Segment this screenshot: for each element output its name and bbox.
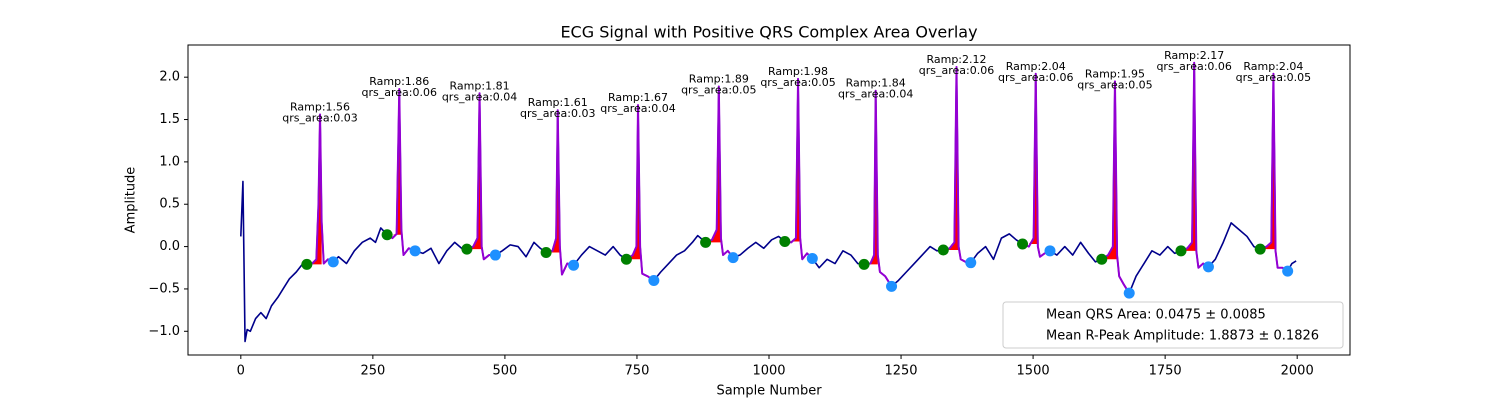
x-tick-label: 1500 — [1017, 364, 1050, 379]
offset-marker — [1123, 287, 1135, 299]
offset-marker — [409, 245, 421, 257]
onset-marker — [381, 229, 393, 241]
y-tick-label: 0.0 — [159, 239, 180, 254]
onset-marker — [1175, 245, 1187, 257]
onset-marker — [461, 243, 473, 255]
peak-annotation: qrs_area:0.05 — [681, 84, 756, 97]
peak-annotation: qrs_area:0.04 — [442, 90, 517, 103]
peak-annotation: Ramp:1.84 — [846, 77, 906, 90]
onset-marker — [700, 236, 712, 248]
y-tick-label: −1.0 — [148, 324, 180, 339]
offset-marker — [568, 259, 580, 271]
peak-annotation: qrs_area:0.06 — [998, 71, 1073, 84]
peak-annotation: Ramp:2.04 — [1243, 60, 1303, 73]
legend-entry: Mean R-Peak Amplitude: 1.8873 ± 0.1826 — [1046, 329, 1319, 344]
peak-annotation: Ramp:1.98 — [768, 65, 828, 78]
peak-annotation: Ramp:2.12 — [926, 53, 986, 66]
offset-marker — [727, 252, 739, 264]
peak-annotation: qrs_area:0.03 — [520, 107, 595, 120]
peak-annotation: Ramp:1.61 — [528, 96, 588, 109]
offset-marker — [648, 274, 660, 286]
peak-annotation: qrs_area:0.06 — [919, 64, 994, 77]
peak-annotation: Ramp:1.56 — [290, 100, 350, 113]
offset-marker — [1282, 265, 1294, 277]
onset-marker — [937, 244, 949, 256]
y-tick-label: 1.0 — [159, 154, 180, 169]
peak-annotation: Ramp:2.04 — [1006, 60, 1066, 73]
peak-annotation: qrs_area:0.05 — [1077, 78, 1152, 91]
legend-box — [1002, 301, 1344, 349]
peak-annotation: qrs_area:0.05 — [1236, 71, 1311, 84]
onset-marker — [1096, 253, 1108, 265]
peak-annotation: Ramp:1.81 — [450, 79, 510, 92]
qrs-segment — [1101, 80, 1131, 294]
onset-marker — [301, 258, 313, 270]
onset-marker — [1017, 238, 1029, 250]
axes-frame — [187, 44, 1351, 356]
x-axis-label: Sample Number — [716, 384, 822, 399]
offset-marker — [1202, 261, 1214, 273]
offset-marker — [965, 257, 977, 269]
qrs-segment — [306, 113, 334, 266]
peak-annotation: qrs_area:0.04 — [838, 88, 913, 101]
peak-annotation: Ramp:1.95 — [1085, 67, 1145, 80]
x-tick-label: 1750 — [1149, 364, 1182, 379]
x-tick-label: 1000 — [752, 364, 785, 379]
offset-marker — [886, 280, 898, 292]
qrs-segment — [1022, 72, 1051, 258]
qrs-segment — [863, 89, 893, 287]
y-tick-label: 2.0 — [159, 70, 180, 85]
qrs-segment — [545, 109, 574, 276]
onset-marker — [779, 236, 791, 248]
onset-marker — [620, 253, 632, 265]
peak-annotation: Ramp:2.17 — [1164, 49, 1224, 62]
peak-annotation: Ramp:1.89 — [689, 73, 749, 86]
offset-marker — [327, 256, 339, 268]
offset-marker — [1044, 245, 1056, 257]
x-tick-label: 0 — [237, 364, 245, 379]
onset-marker — [858, 258, 870, 270]
qrs-segment — [1180, 61, 1209, 269]
qrs-segment — [386, 88, 416, 257]
offset-marker — [489, 249, 501, 261]
x-tick-label: 500 — [492, 364, 517, 379]
qrs-segment — [1259, 72, 1289, 272]
onset-marker — [1254, 243, 1266, 255]
peak-annotation: qrs_area:0.06 — [362, 86, 437, 99]
x-tick-label: 1250 — [884, 364, 917, 379]
x-tick-label: 2000 — [1281, 364, 1314, 379]
y-axis-label: Amplitude — [124, 167, 139, 234]
y-tick-label: 1.5 — [159, 112, 180, 127]
peak-annotation: qrs_area:0.05 — [760, 76, 835, 89]
peak-annotation: Ramp:1.67 — [608, 91, 668, 104]
y-tick-label: 0.5 — [159, 197, 180, 212]
peak-annotation: Ramp:1.86 — [369, 75, 429, 88]
y-tick-label: −0.5 — [148, 281, 180, 296]
x-tick-label: 750 — [625, 364, 650, 379]
qrs-segment — [466, 92, 496, 261]
qrs-segment — [625, 104, 655, 282]
peak-annotation: qrs_area:0.04 — [600, 102, 675, 115]
offset-marker — [806, 252, 818, 264]
qrs-segment — [705, 85, 734, 259]
onset-marker — [540, 247, 552, 259]
x-tick-label: 250 — [360, 364, 385, 379]
legend-entry: Mean QRS Area: 0.0475 ± 0.0085 — [1046, 308, 1266, 323]
peak-annotation: qrs_area:0.06 — [1156, 60, 1231, 73]
chart-title: ECG Signal with Positive QRS Complex Are… — [560, 23, 977, 42]
qrs-segment — [784, 77, 814, 261]
qrs-segment — [943, 66, 971, 264]
peak-annotation: qrs_area:0.03 — [282, 111, 357, 124]
